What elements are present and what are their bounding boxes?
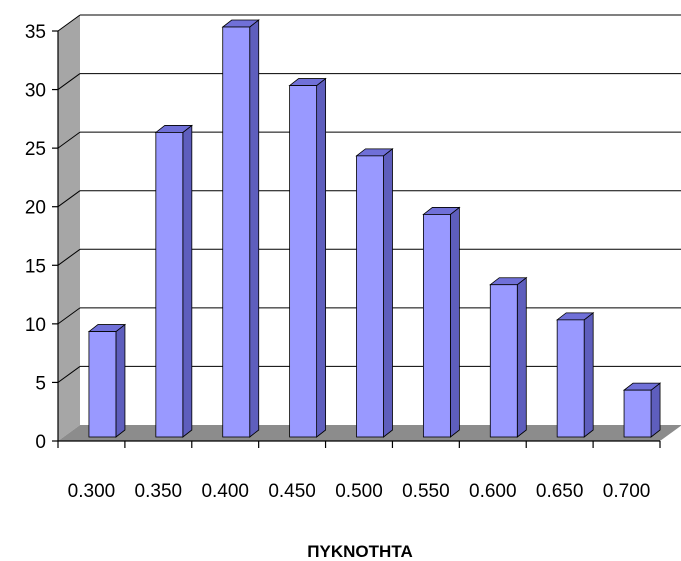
x-tick-label: 0.600 (469, 481, 517, 502)
x-tick-label: 0.650 (536, 481, 584, 502)
x-tick-label: 0.300 (68, 481, 116, 502)
bar-side (383, 148, 393, 438)
x-tick-labels: 0.300 0.350 0.400 0.450 0.500 0.550 0.600 0.650… (68, 481, 651, 502)
gridline-side (57, 14, 81, 32)
x-tick-label: 0.450 (268, 481, 316, 502)
y-tick-label: 0 (35, 432, 46, 453)
bar (87, 323, 127, 438)
gridline-side (57, 366, 81, 383)
bar-front (289, 85, 318, 438)
bar-front (155, 132, 184, 438)
bar-front (88, 331, 117, 438)
bar-front (222, 26, 251, 438)
y-tick-label: 25 (25, 139, 46, 160)
bar (288, 77, 327, 438)
gridline-side (57, 131, 81, 149)
gridline-side (57, 307, 81, 325)
bar-front (356, 155, 384, 438)
bar (221, 19, 260, 438)
x-axis-label: ΠΥΚΝΟΤΗΤΑ (307, 542, 412, 561)
bar (556, 312, 595, 438)
y-tick-labels: 0 5 10 15 20 25 30 35 (25, 22, 46, 453)
bar-front (623, 389, 652, 438)
x-tick-label: 0.500 (335, 481, 383, 502)
bar (489, 276, 528, 438)
bar-front (556, 319, 585, 438)
bar-side (316, 77, 327, 438)
y-tick-label: 30 (25, 81, 46, 102)
x-tick-label: 0.400 (201, 481, 249, 502)
bar-side (249, 19, 260, 438)
gridline-side (57, 73, 81, 90)
bar (355, 148, 394, 438)
bar-side (449, 206, 460, 438)
x-tick-label: 0.700 (603, 481, 651, 502)
x-tick-label: 0.350 (135, 481, 183, 502)
y-tick-label: 20 (25, 198, 46, 219)
bar-side (182, 124, 193, 438)
bar-front (489, 284, 518, 438)
bar (622, 382, 662, 438)
bar (154, 124, 193, 438)
y-tick-label: 15 (25, 256, 46, 277)
bar-side (583, 312, 594, 438)
axes (52, 30, 661, 448)
gridline-side (57, 248, 81, 266)
bars (87, 19, 662, 438)
y-tick-label: 10 (25, 315, 46, 336)
bar-side (516, 276, 527, 438)
gridline-side (57, 190, 81, 208)
y-tick-label: 35 (25, 22, 46, 43)
bar-front (422, 214, 451, 438)
side-wall (58, 15, 80, 441)
bar-side (115, 323, 126, 438)
bar-side (650, 382, 661, 438)
x-tick-label: 0.550 (402, 481, 450, 502)
bar (422, 206, 461, 438)
y-tick-label: 5 (35, 373, 46, 394)
